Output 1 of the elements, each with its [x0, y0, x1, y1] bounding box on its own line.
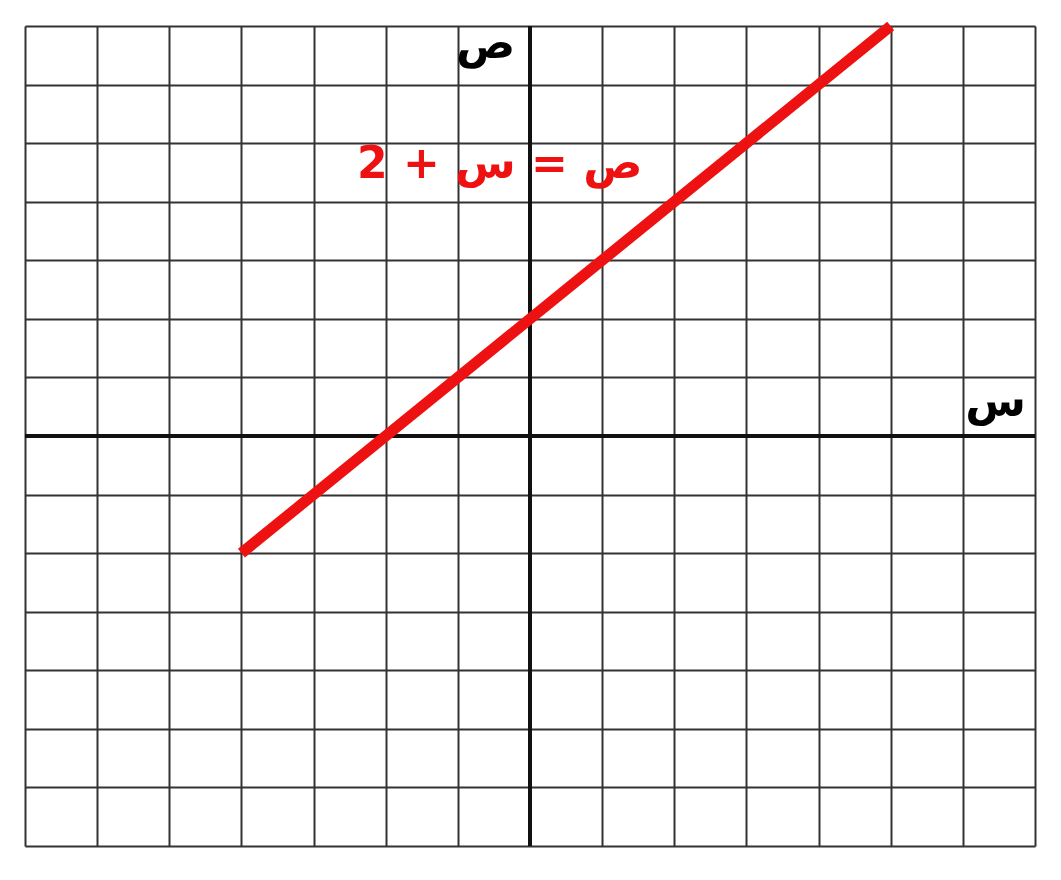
x-axis-title: س [965, 374, 1026, 426]
